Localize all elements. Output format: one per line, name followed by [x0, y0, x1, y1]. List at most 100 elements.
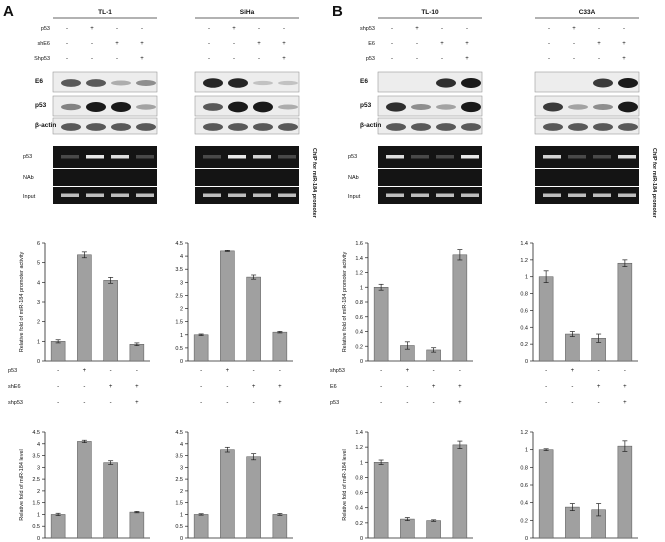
bar — [193, 514, 209, 539]
treatment-sign: - — [233, 41, 235, 47]
treatment-sign: - — [110, 368, 112, 374]
treatment-label: p53 — [330, 400, 339, 406]
treatment-label: p53 — [366, 56, 375, 62]
y-tick-label: 0.6 — [355, 315, 363, 321]
bar — [373, 287, 389, 362]
y-tick-label: 1.2 — [355, 271, 363, 277]
treatment-label: Shp53 — [34, 56, 50, 62]
treatment-sign: - — [279, 368, 281, 374]
y-tick-label: 1.5 — [32, 501, 40, 507]
y-tick-label: 0 — [360, 536, 363, 542]
blot-band — [386, 123, 406, 131]
treatment-sign: - — [116, 56, 118, 62]
treatment-sign: + — [109, 384, 113, 390]
treatment-sign: - — [406, 400, 408, 406]
y-axis-label: Relative fold of miR-184 promoter activi… — [19, 251, 25, 352]
blot-band — [86, 79, 106, 87]
bar-chart-c33a-level: 0 0.2 0.4 0.6 0.8 1 1.2 — [520, 430, 638, 542]
treatment-sign: - — [571, 400, 573, 406]
gel-strip — [53, 146, 157, 168]
blot-band — [203, 123, 223, 131]
y-tick-label: 0 — [180, 359, 183, 365]
treatment-sign: - — [406, 384, 408, 390]
gel-strip — [535, 169, 639, 186]
treatment-sign: - — [208, 41, 210, 47]
treatment-sign: - — [57, 368, 59, 374]
bar — [77, 254, 92, 362]
blot-row-label: β-actin — [360, 122, 381, 129]
treatment-sign: - — [226, 400, 228, 406]
blot-band — [411, 123, 431, 131]
treatment-sign: - — [200, 368, 202, 374]
y-tick-label: 0 — [37, 536, 40, 542]
bar — [452, 254, 468, 362]
bar — [220, 250, 235, 362]
gel-band — [61, 193, 79, 197]
gel-strip — [378, 187, 482, 204]
blot-band — [136, 104, 156, 110]
treatment-sign: + — [623, 400, 627, 406]
y-tick-label: 1 — [525, 275, 528, 281]
blot-band — [136, 123, 156, 131]
blot-band — [61, 123, 81, 131]
treatment-sign: - — [380, 400, 382, 406]
blot-panel-siha: SiHa - + - - - - + + - - - + ChIP for miR-184 promote… — [194, 9, 317, 219]
gel-strip — [53, 187, 157, 204]
y-tick-label: 4 — [37, 442, 40, 448]
gel-band — [543, 193, 561, 197]
gel-strip — [378, 169, 482, 186]
treatment-sign: + — [458, 384, 462, 390]
y-tick-label: 4 — [180, 442, 183, 448]
blot-band — [593, 123, 613, 131]
bar-chart-tl-10-promoter: 0 0.2 0.4 0.6 0.8 1 1.2 1.4 1.6 Relative fold of … — [342, 241, 473, 365]
y-tick-label: 2.5 — [32, 477, 40, 483]
y-tick-label: 0.6 — [520, 308, 528, 314]
blot-band — [111, 123, 131, 131]
gel-band — [86, 155, 104, 159]
treatment-label: shp53 — [330, 368, 345, 374]
treatment-label: E6 — [330, 384, 337, 390]
gel-band — [568, 155, 586, 159]
treatment-sign: + — [571, 368, 575, 374]
bar — [538, 276, 554, 362]
bar — [246, 456, 261, 539]
treatment-sign: - — [391, 56, 393, 62]
blot-band — [461, 78, 481, 88]
y-tick-label: 4 — [180, 254, 183, 260]
treatment-sign: + — [282, 56, 286, 62]
treatment-sign: - — [548, 41, 550, 47]
y-tick-label: 1.6 — [355, 241, 363, 247]
y-tick-label: 1.5 — [175, 320, 183, 326]
treatment-label: shE6 — [8, 384, 21, 390]
blot-band — [543, 123, 563, 131]
treatment-sign: + — [252, 384, 256, 390]
treatment-sign: - — [433, 368, 435, 374]
y-tick-label: 4.5 — [175, 430, 183, 436]
bar — [617, 445, 633, 539]
treatment-label: p53 — [8, 368, 17, 374]
y-tick-label: 1 — [37, 339, 40, 345]
y-tick-label: 0 — [37, 359, 40, 365]
blot-strip — [534, 95, 640, 117]
blot-band — [61, 103, 81, 111]
blot-band — [568, 123, 588, 131]
treatment-sign: - — [66, 41, 68, 47]
chip-row-label: NAb — [23, 175, 34, 181]
y-tick-label: 0.8 — [355, 300, 363, 306]
blot-band — [228, 123, 248, 131]
blot-strip — [377, 71, 483, 93]
gel-band — [136, 155, 154, 159]
y-tick-label: 2 — [180, 489, 183, 495]
gel-band — [411, 193, 429, 197]
bar-chart-siha-promoter: 0 0.5 1 1.5 2 2.5 3 3.5 4 4.5 — [175, 241, 293, 365]
treatment-sign: + — [232, 26, 236, 32]
treatment-sign: + — [458, 400, 462, 406]
treatment-sign: + — [90, 26, 94, 32]
panel-letter-a: A — [3, 3, 14, 20]
treatment-sign: + — [140, 56, 144, 62]
bar — [103, 462, 118, 539]
treatment-sign: - — [598, 26, 600, 32]
y-tick-label: 4 — [37, 280, 40, 286]
treatment-sign: + — [140, 41, 144, 47]
